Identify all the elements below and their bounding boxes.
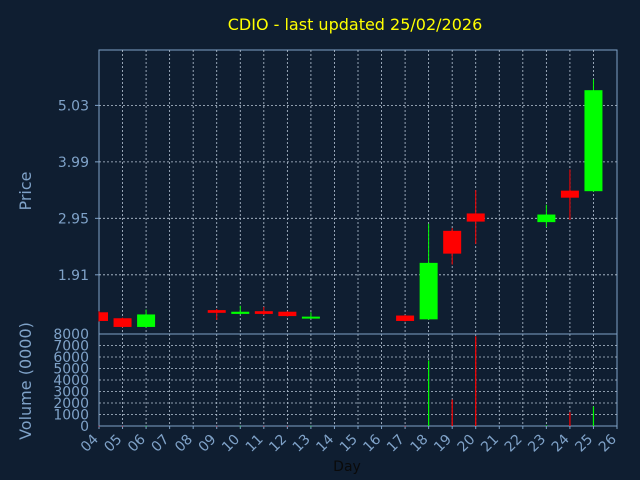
x-tick-label: 05: [101, 432, 125, 456]
x-tick-label: 20: [455, 432, 479, 456]
price-tick-label: 5.03: [58, 98, 89, 114]
volume-bar: [216, 425, 218, 427]
volume-tick-label: 4000: [53, 373, 89, 389]
x-tick-label: 22: [502, 432, 526, 456]
volume-tick-label: 8000: [53, 327, 89, 343]
candle-body: [207, 310, 226, 313]
x-tick-label: 12: [266, 432, 290, 456]
candle-body: [396, 315, 415, 321]
volume-bar: [121, 425, 124, 427]
volume-tick-label: 3000: [53, 385, 89, 401]
candle-body: [584, 90, 603, 192]
x-tick-label: 06: [125, 431, 149, 455]
volume-tick-label: 6000: [53, 350, 89, 366]
volume-bar: [569, 412, 571, 426]
candle-body: [254, 311, 273, 314]
candle-body: [113, 318, 132, 327]
x-tick-label: 08: [172, 432, 196, 456]
candle-body: [466, 213, 485, 222]
chart-title: CDIO - last updated 25/02/2026: [228, 15, 483, 34]
volume-bar: [545, 425, 547, 426]
candle-body: [537, 214, 556, 223]
volume-tick-label: 5000: [53, 362, 89, 378]
volume-tick-label: 2000: [53, 396, 89, 412]
x-tick-label: 15: [337, 432, 361, 456]
x-tick-label: 13: [290, 432, 314, 456]
x-tick-label: 16: [360, 431, 384, 455]
x-tick-label: 04: [78, 431, 102, 455]
candle-body: [99, 312, 108, 321]
volume-bar: [239, 425, 241, 427]
volume-bar: [263, 425, 265, 427]
volume-tick-label: 1000: [53, 408, 89, 424]
volume-bar: [286, 425, 288, 427]
volume-tick-label: 7000: [53, 339, 89, 355]
volume-bar: [428, 360, 430, 426]
x-tick-label: 26: [596, 431, 620, 455]
volume-bar: [592, 406, 595, 426]
volume-bar: [404, 425, 406, 427]
candle-body: [301, 316, 320, 319]
x-tick-label: 23: [525, 432, 549, 456]
x-tick-label: 19: [431, 432, 455, 456]
volume-bar: [475, 336, 477, 426]
candle-body: [560, 190, 579, 198]
volume-tick-label: 0: [80, 419, 89, 435]
x-tick-label: 25: [572, 432, 596, 456]
candle-body: [137, 314, 156, 327]
x-tick-label: 18: [408, 432, 432, 456]
volume-bar: [451, 399, 453, 426]
price-tick-label: 2.95: [58, 211, 89, 227]
volume-axis-label: Volume (0000): [16, 322, 35, 440]
price-tick-label: 1.91: [58, 268, 89, 284]
volume-bar: [145, 425, 147, 427]
volume-bar: [98, 425, 100, 427]
x-tick-label: 10: [219, 432, 243, 456]
x-tick-label: 24: [549, 431, 573, 455]
x-tick-label: 17: [384, 432, 408, 456]
x-tick-label: 09: [196, 432, 220, 456]
x-tick-label: 11: [243, 432, 267, 456]
candle-body: [443, 230, 462, 254]
x-tick-label: 14: [313, 431, 337, 455]
candle-body: [231, 311, 250, 314]
price-tick-label: 3.99: [58, 155, 89, 171]
candle-body: [419, 262, 438, 320]
price-panel: 1.91 2.95 3.99 5.03: [58, 49, 618, 426]
candle-body: [278, 311, 297, 317]
volume-panel: 04 05 06 07 08 09 10 11 12 13 14 15 16 17 18 19 20 21 22 23…: [53, 327, 620, 455]
volume-bar: [310, 425, 312, 427]
x-tick-label: 07: [149, 432, 173, 456]
price-axis-label: Price: [16, 171, 35, 210]
x-tick-label: 21: [478, 432, 502, 456]
x-axis-label: Day: [333, 459, 361, 475]
